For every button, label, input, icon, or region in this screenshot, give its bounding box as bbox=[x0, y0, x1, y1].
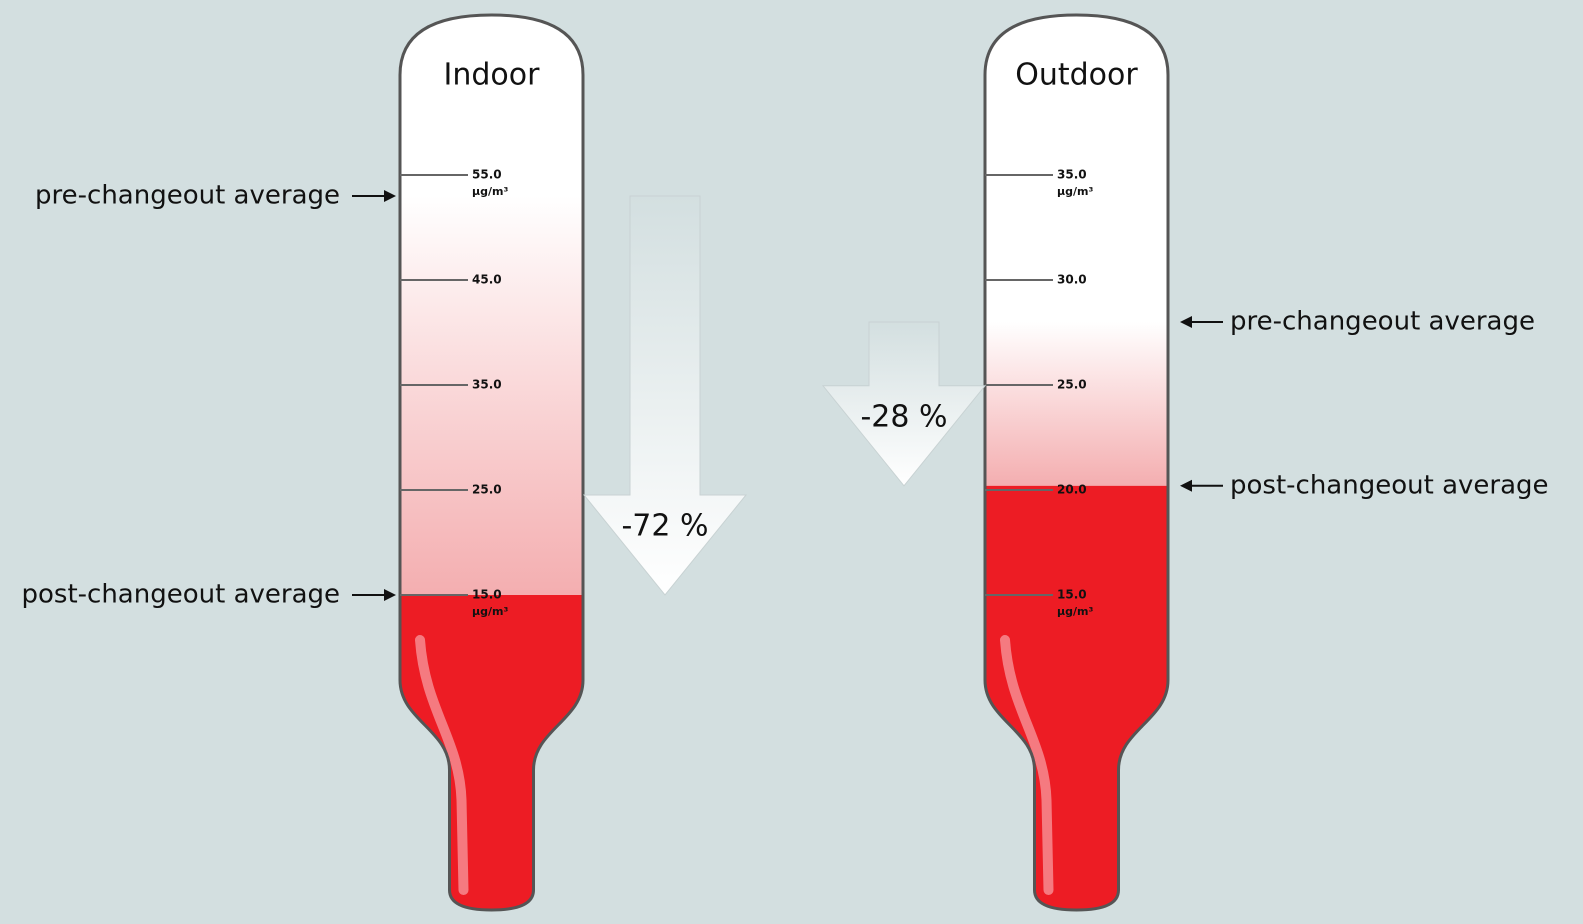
tick-label: 35.0 bbox=[1057, 168, 1087, 182]
thermometer-title: Indoor bbox=[444, 58, 541, 93]
tick-label: 15.0 bbox=[1057, 588, 1087, 602]
infographic: Indoor 55.0 µg/m³ 45.0 35.0 25.0 15.0 µg/m³ pre-… bbox=[0, 0, 1583, 924]
level-label: post-changeout average bbox=[22, 580, 341, 610]
tick-label: 15.0 bbox=[472, 588, 502, 602]
level-label: post-changeout average bbox=[1230, 470, 1549, 500]
change-label: -72 % bbox=[621, 509, 708, 544]
tick-unit: µg/m³ bbox=[472, 185, 508, 198]
level-label: pre-changeout average bbox=[35, 181, 340, 211]
tick-label: 55.0 bbox=[472, 168, 502, 182]
tick-label: 25.0 bbox=[1057, 378, 1087, 392]
tick-label: 20.0 bbox=[1057, 483, 1087, 497]
tick-label: 25.0 bbox=[472, 483, 502, 497]
tick-unit: µg/m³ bbox=[1057, 185, 1093, 198]
tick-label: 45.0 bbox=[472, 273, 502, 287]
tick-unit: µg/m³ bbox=[1057, 605, 1093, 618]
tick-label: 30.0 bbox=[1057, 273, 1087, 287]
change-label: -28 % bbox=[860, 399, 947, 434]
level-label: pre-changeout average bbox=[1230, 307, 1535, 337]
background bbox=[0, 0, 1583, 924]
pre-level-fill bbox=[400, 196, 583, 595]
thermometer-title: Outdoor bbox=[1015, 58, 1138, 93]
pre-level-fill bbox=[985, 322, 1168, 486]
tick-label: 35.0 bbox=[472, 378, 502, 392]
tick-unit: µg/m³ bbox=[472, 605, 508, 618]
